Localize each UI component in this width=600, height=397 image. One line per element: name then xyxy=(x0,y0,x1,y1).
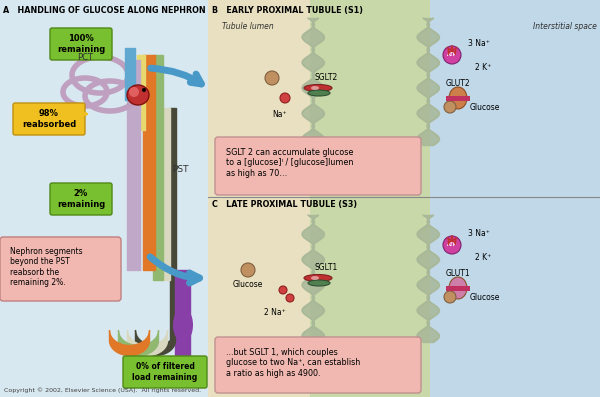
Text: 2%
remaining: 2% remaining xyxy=(57,189,105,209)
Text: ...but SGLT 1, which couples
glucose to two Na⁺, can establish
a ratio as high a: ...but SGLT 1, which couples glucose to … xyxy=(226,348,360,378)
Circle shape xyxy=(265,71,279,85)
Text: Nephron segments
beyond the PST
reabsorb the
remaining 2%.: Nephron segments beyond the PST reabsorb… xyxy=(10,247,83,287)
Text: PST: PST xyxy=(172,166,188,175)
Text: Copyright © 2002, Elsevier Science (USA).  All rights reserved.: Copyright © 2002, Elsevier Science (USA)… xyxy=(4,387,201,393)
Circle shape xyxy=(241,263,255,277)
Ellipse shape xyxy=(449,277,467,299)
Bar xyxy=(446,96,470,101)
Ellipse shape xyxy=(449,87,467,109)
Circle shape xyxy=(129,87,139,97)
Bar xyxy=(208,0,310,197)
Text: PCT: PCT xyxy=(77,54,93,62)
Text: Tubule lumen: Tubule lumen xyxy=(222,22,274,31)
Text: GLUT2: GLUT2 xyxy=(446,79,470,89)
Bar xyxy=(0,0,208,397)
Text: ATP: ATP xyxy=(447,52,457,58)
Text: 100%
remaining: 100% remaining xyxy=(57,34,105,54)
Text: Glucose: Glucose xyxy=(233,280,263,289)
Text: B   EARLY PROXIMAL TUBULE (S1): B EARLY PROXIMAL TUBULE (S1) xyxy=(212,6,363,15)
Text: 2 Na⁺: 2 Na⁺ xyxy=(264,308,286,317)
Text: 2 K⁺: 2 K⁺ xyxy=(475,64,491,73)
FancyBboxPatch shape xyxy=(0,237,121,301)
Text: Glucose: Glucose xyxy=(470,104,500,112)
Circle shape xyxy=(444,291,456,303)
Circle shape xyxy=(286,294,294,302)
Bar xyxy=(446,286,470,291)
Ellipse shape xyxy=(173,308,193,343)
Bar xyxy=(310,197,430,397)
Bar xyxy=(430,197,600,397)
FancyBboxPatch shape xyxy=(50,28,112,60)
Circle shape xyxy=(142,88,146,92)
Text: 0% of filtered
load remaining: 0% of filtered load remaining xyxy=(133,362,197,382)
Circle shape xyxy=(443,236,461,254)
Text: 3 Na⁺: 3 Na⁺ xyxy=(468,39,490,48)
Text: 3 Na⁺: 3 Na⁺ xyxy=(468,229,490,237)
Ellipse shape xyxy=(311,276,319,280)
Bar xyxy=(310,0,430,197)
Bar xyxy=(430,0,600,197)
FancyBboxPatch shape xyxy=(215,337,421,393)
Text: SGLT1: SGLT1 xyxy=(314,264,338,272)
FancyBboxPatch shape xyxy=(215,137,421,195)
Text: SGLT2: SGLT2 xyxy=(314,73,338,83)
Text: Interstitial space: Interstitial space xyxy=(533,22,597,31)
FancyBboxPatch shape xyxy=(50,183,112,215)
Bar xyxy=(208,197,310,397)
Circle shape xyxy=(444,101,456,113)
Text: GLUT1: GLUT1 xyxy=(446,270,470,279)
Text: ATP: ATP xyxy=(447,243,457,247)
Text: C   LATE PROXIMAL TUBULE (S3): C LATE PROXIMAL TUBULE (S3) xyxy=(212,200,357,209)
Text: Glucose: Glucose xyxy=(470,293,500,303)
Ellipse shape xyxy=(127,85,149,105)
Circle shape xyxy=(443,46,461,64)
FancyBboxPatch shape xyxy=(13,103,85,135)
Circle shape xyxy=(279,286,287,294)
Ellipse shape xyxy=(311,86,319,90)
Ellipse shape xyxy=(304,274,332,281)
Ellipse shape xyxy=(304,85,332,91)
Text: 98%
reabsorbed: 98% reabsorbed xyxy=(22,109,76,129)
Text: A   HANDLING OF GLUCOSE ALONG NEPHRON: A HANDLING OF GLUCOSE ALONG NEPHRON xyxy=(3,6,206,15)
Text: Na⁺: Na⁺ xyxy=(272,110,287,119)
Text: SGLT 2 can accumulate glucose
to a [glucose]ᴵ / [glucose]lumen
as high as 70…: SGLT 2 can accumulate glucose to a [gluc… xyxy=(226,148,353,178)
FancyBboxPatch shape xyxy=(123,356,207,388)
Circle shape xyxy=(280,93,290,103)
Bar xyxy=(0,0,208,397)
Ellipse shape xyxy=(308,90,330,96)
Ellipse shape xyxy=(308,280,330,286)
Text: 2 K⁺: 2 K⁺ xyxy=(475,254,491,262)
